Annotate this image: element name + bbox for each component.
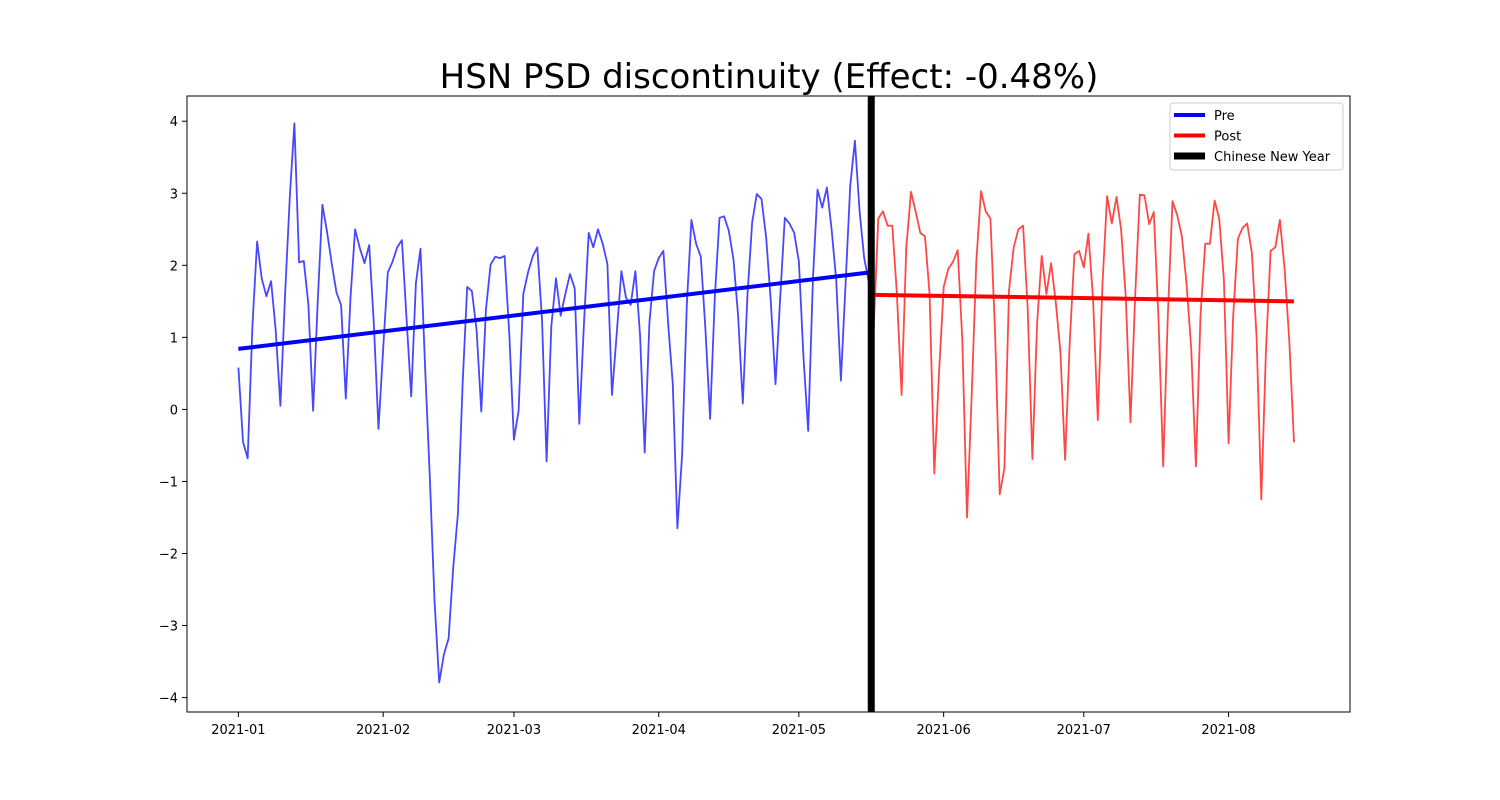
x-tick-label: 2021-02 — [356, 723, 410, 738]
x-tick-label: 2021-07 — [1057, 723, 1111, 738]
y-tick-label: 0 — [170, 403, 178, 418]
y-tick-label: 1 — [170, 331, 178, 346]
x-tick-label: 2021-03 — [487, 723, 541, 738]
axes-frame — [186, 95, 1351, 713]
x-tick-label: 2021-06 — [916, 723, 970, 738]
y-tick-label: 4 — [170, 115, 178, 130]
legend-label: Pre — [1214, 109, 1235, 124]
y-axis: −4 −3 −2 −1 0 1 2 3 4 — [159, 115, 187, 707]
y-tick-label: 2 — [170, 259, 178, 274]
y-tick-label: −2 — [159, 547, 178, 562]
y-tick-label: −4 — [159, 692, 178, 707]
legend: Pre Post Chinese New Year — [1169, 102, 1344, 171]
y-tick-label: 3 — [170, 187, 178, 202]
legend-box — [1169, 102, 1344, 171]
y-tick-label: −1 — [159, 475, 178, 490]
x-tick-label: 2021-04 — [632, 723, 686, 738]
plot-area — [237, 96, 1295, 712]
x-tick-label: 2021-05 — [772, 723, 826, 738]
chart-title: HSN PSD discontinuity (Effect: -0.48%) — [440, 57, 1099, 97]
trend-line-pre — [238, 270, 870, 351]
x-axis: 2021-01 2021-02 2021-03 2021-04 2021-05 2021-… — [211, 712, 1256, 738]
x-tick-label: 2021-01 — [211, 723, 265, 738]
series-line-pre — [237, 122, 870, 684]
series-line-post — [872, 190, 1295, 519]
legend-label: Post — [1214, 130, 1241, 145]
trend-line-post — [873, 292, 1294, 304]
legend-label: Chinese New Year — [1214, 150, 1331, 165]
x-tick-label: 2021-08 — [1201, 723, 1255, 738]
y-tick-label: −3 — [159, 620, 178, 635]
